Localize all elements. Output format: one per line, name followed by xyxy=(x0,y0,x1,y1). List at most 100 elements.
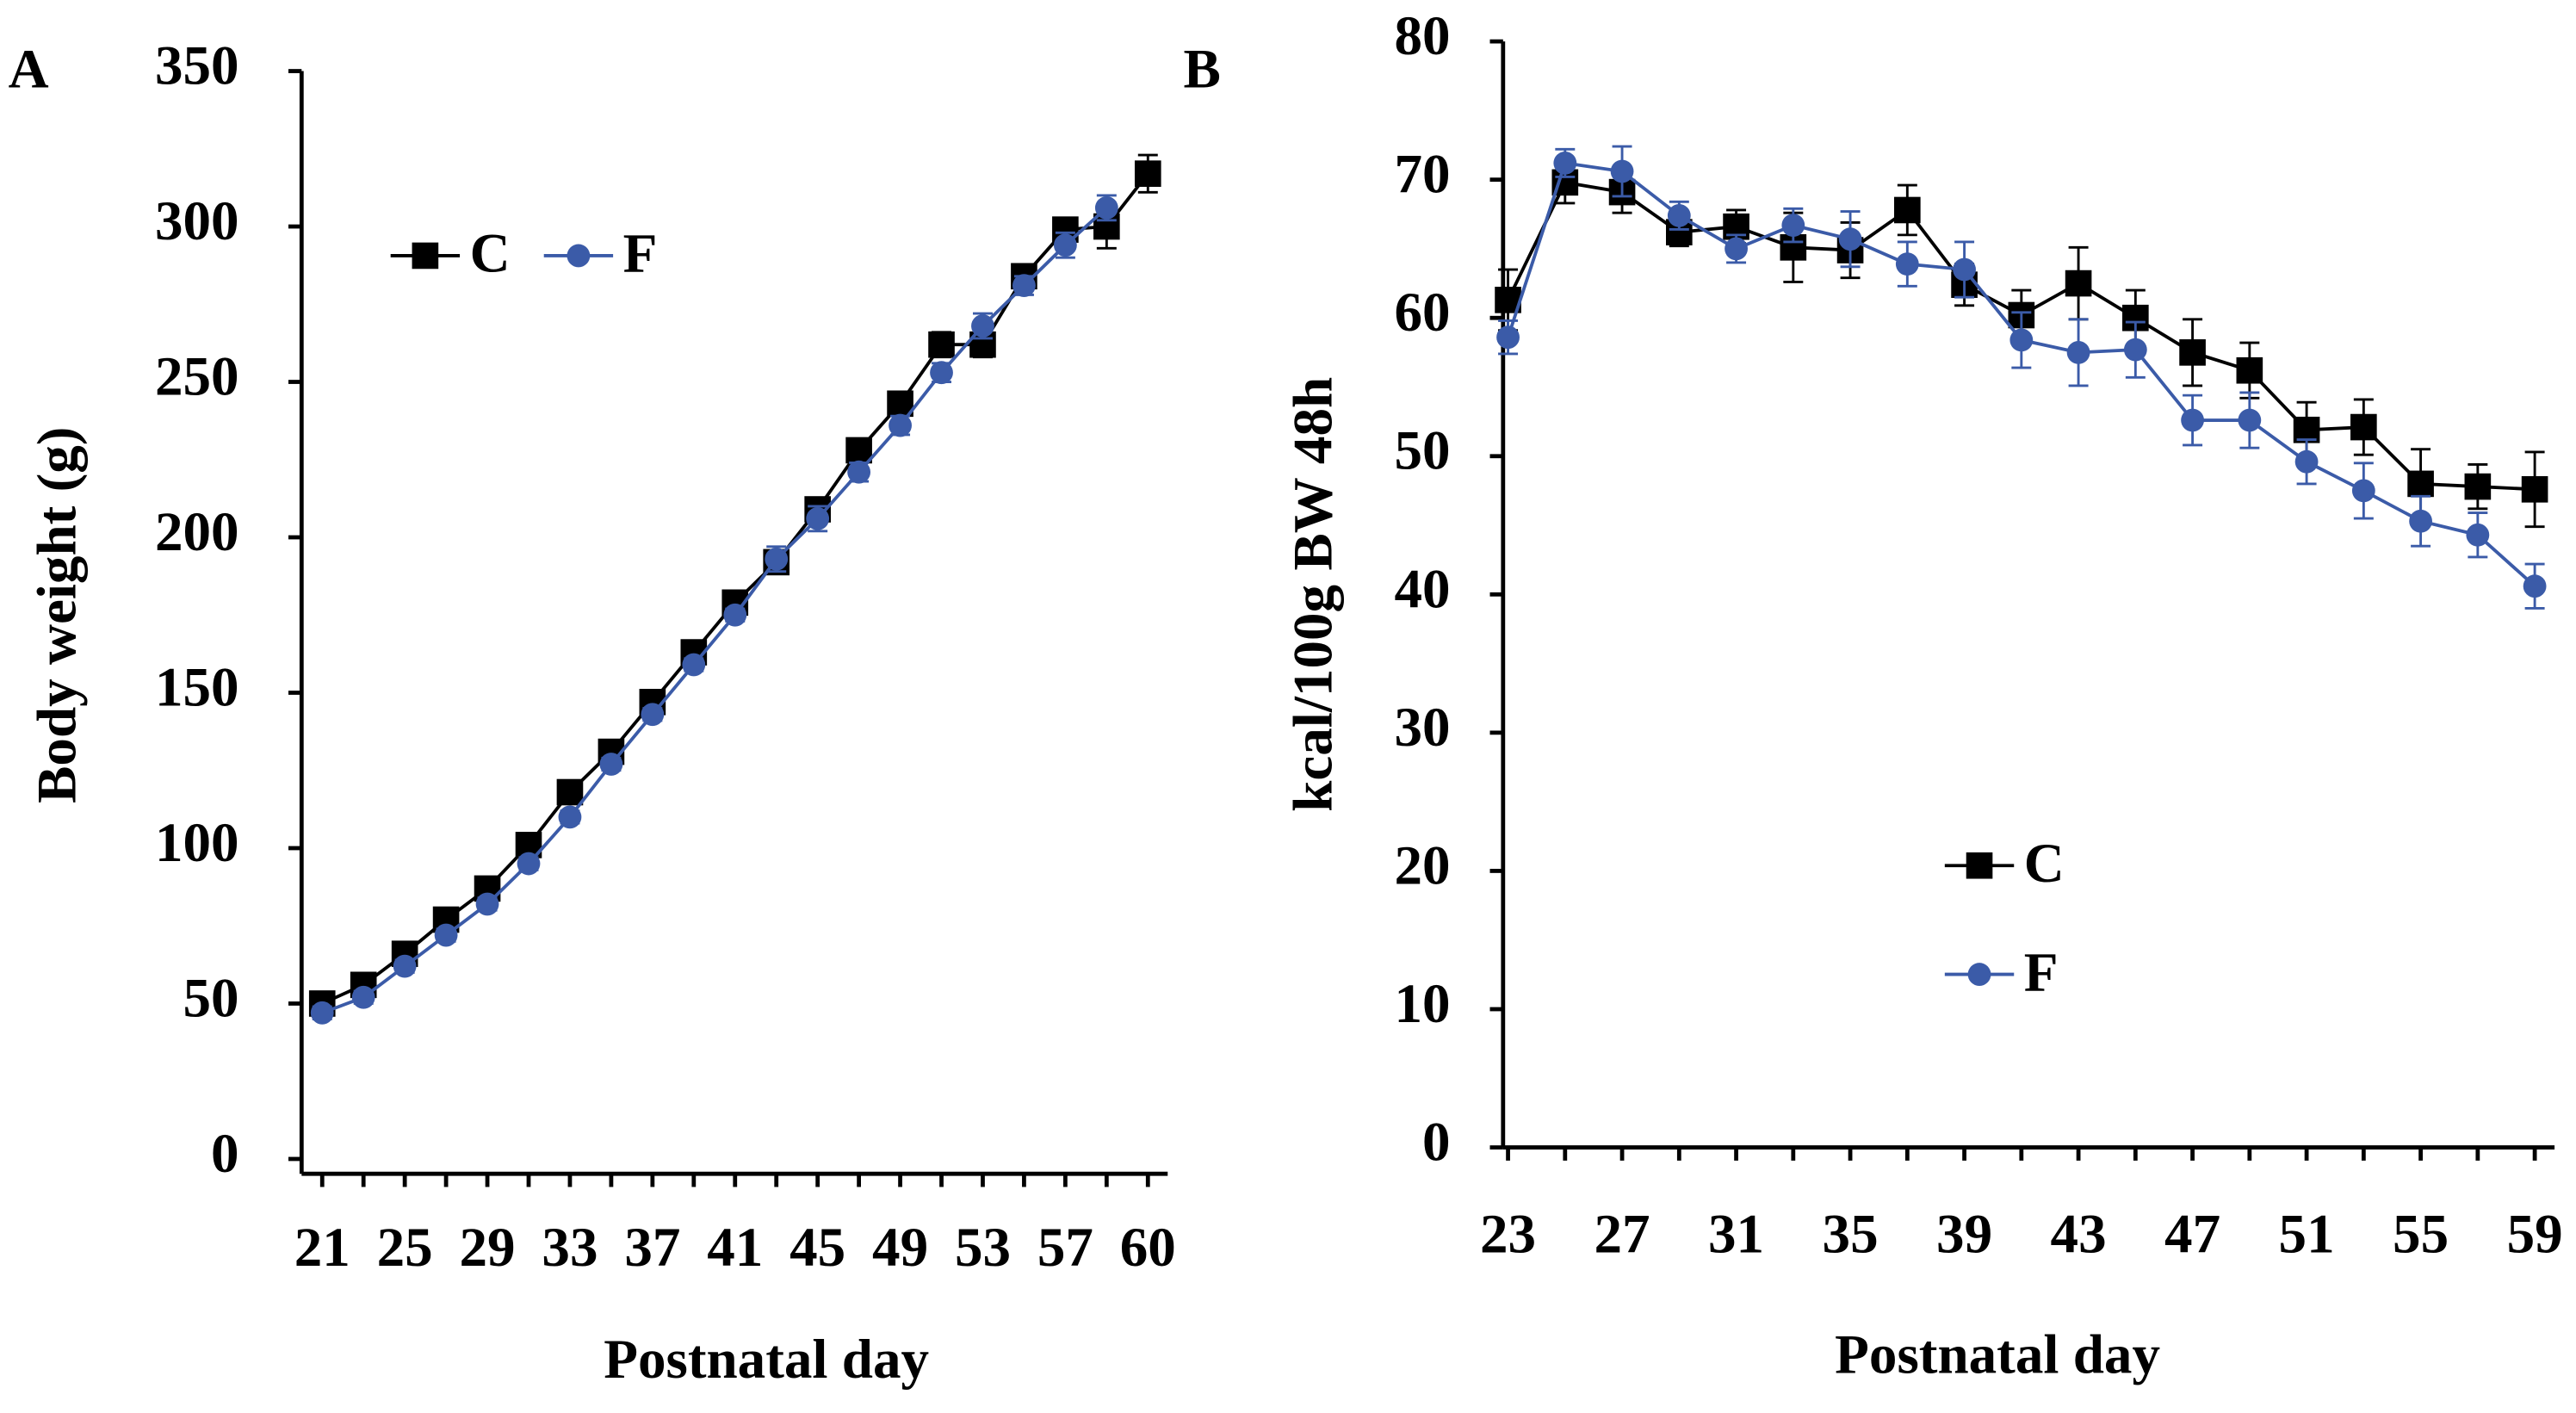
x-tick-label: 47 xyxy=(2164,1204,2220,1266)
x-tick-label: 27 xyxy=(1595,1204,1650,1266)
y-tick-label: 30 xyxy=(1394,697,1450,759)
data-point xyxy=(2351,479,2375,503)
y-tick-label: 70 xyxy=(1394,144,1450,206)
x-tick-label: 51 xyxy=(2279,1204,2335,1266)
data-point xyxy=(845,437,872,464)
data-point xyxy=(2123,338,2147,362)
legend-label: C xyxy=(470,223,511,285)
x-tick-label: 33 xyxy=(542,1217,598,1279)
data-point xyxy=(971,314,994,338)
data-point xyxy=(2009,328,2034,352)
data-point xyxy=(930,361,953,385)
data-point xyxy=(682,653,706,677)
x-axis-title: Postnatal day xyxy=(604,1329,929,1391)
y-tick-label: 0 xyxy=(211,1123,239,1185)
data-point xyxy=(1838,227,1862,251)
x-tick-label: 60 xyxy=(1120,1217,1176,1279)
y-tick-label: 50 xyxy=(1394,420,1450,482)
data-point xyxy=(2523,574,2547,598)
y-tick-label: 60 xyxy=(1394,282,1450,344)
data-point xyxy=(2238,408,2262,432)
x-tick-label: 39 xyxy=(1936,1204,1992,1266)
data-point xyxy=(2294,449,2319,474)
data-point xyxy=(599,753,623,776)
y-tick-label: 50 xyxy=(183,967,238,1029)
x-axis-title: Postnatal day xyxy=(1835,1323,2160,1385)
data-point xyxy=(1610,159,1634,183)
data-point xyxy=(1725,237,1748,261)
data-point xyxy=(558,805,582,829)
data-point xyxy=(1012,274,1036,298)
x-tick-label: 59 xyxy=(2507,1204,2563,1266)
data-point xyxy=(1781,214,1805,238)
legend-marker xyxy=(567,244,591,268)
y-tick-label: 20 xyxy=(1394,834,1450,896)
data-point xyxy=(2181,408,2204,432)
x-tick-label: 29 xyxy=(460,1217,516,1279)
y-tick-label: 100 xyxy=(155,812,239,874)
data-point xyxy=(928,331,955,358)
legend-marker xyxy=(1966,852,1993,879)
data-point xyxy=(434,923,458,947)
legend-label: F xyxy=(623,223,658,285)
legend-label: F xyxy=(2024,941,2059,1003)
data-point xyxy=(2179,339,2206,366)
x-tick-label: 31 xyxy=(1708,1204,1764,1266)
x-tick-label: 43 xyxy=(2051,1204,2107,1266)
data-point xyxy=(1895,252,1919,276)
data-point xyxy=(475,892,499,916)
series-line xyxy=(1506,161,2536,588)
y-tick-label: 40 xyxy=(1394,558,1450,620)
data-point xyxy=(2407,470,2434,498)
data-point xyxy=(2409,509,2432,533)
series-line xyxy=(321,172,1149,1006)
x-tick-label: 23 xyxy=(1480,1204,1536,1266)
data-point xyxy=(889,413,912,437)
data-point xyxy=(1053,233,1077,257)
data-point xyxy=(351,985,375,1009)
y-tick-label: 80 xyxy=(1394,5,1450,67)
x-tick-label: 41 xyxy=(707,1217,763,1279)
x-tick-label: 25 xyxy=(377,1217,433,1279)
x-tick-label: 55 xyxy=(2393,1204,2449,1266)
data-point xyxy=(1134,160,1161,187)
data-point xyxy=(2466,523,2490,547)
data-point xyxy=(2350,413,2377,441)
data-point xyxy=(310,1001,334,1025)
y-tick-label: 350 xyxy=(155,34,239,96)
legend-marker xyxy=(1967,963,1991,986)
y-tick-label: 250 xyxy=(155,345,239,407)
y-tick-label: 10 xyxy=(1394,973,1450,1035)
legend-marker xyxy=(412,242,439,270)
panel-label: A xyxy=(9,38,49,100)
x-tick-label: 57 xyxy=(1037,1217,1093,1279)
x-tick-label: 37 xyxy=(624,1217,680,1279)
y-tick-label: 0 xyxy=(1422,1112,1451,1174)
data-point xyxy=(517,852,541,876)
x-tick-label: 35 xyxy=(1823,1204,1879,1266)
y-tick-label: 200 xyxy=(155,501,239,563)
data-point xyxy=(1667,203,1691,227)
y-tick-label: 300 xyxy=(155,190,239,252)
x-tick-label: 53 xyxy=(955,1217,1011,1279)
data-point xyxy=(1496,325,1520,350)
data-point xyxy=(1094,195,1118,220)
x-tick-label: 45 xyxy=(790,1217,845,1279)
data-point xyxy=(2521,475,2548,503)
data-point xyxy=(765,547,789,571)
data-point xyxy=(847,460,871,484)
data-point xyxy=(1953,257,1976,282)
y-axis-title: kcal/100g BW 48h xyxy=(1282,377,1344,812)
data-point xyxy=(641,703,665,727)
data-point xyxy=(1894,196,1921,224)
y-tick-label: 150 xyxy=(155,656,239,718)
data-point xyxy=(393,954,417,978)
data-point xyxy=(556,778,584,806)
data-point xyxy=(723,603,747,627)
data-point xyxy=(2066,340,2090,364)
x-tick-label: 21 xyxy=(294,1217,350,1279)
panel-label: B xyxy=(1183,38,1220,100)
data-point xyxy=(806,506,830,530)
